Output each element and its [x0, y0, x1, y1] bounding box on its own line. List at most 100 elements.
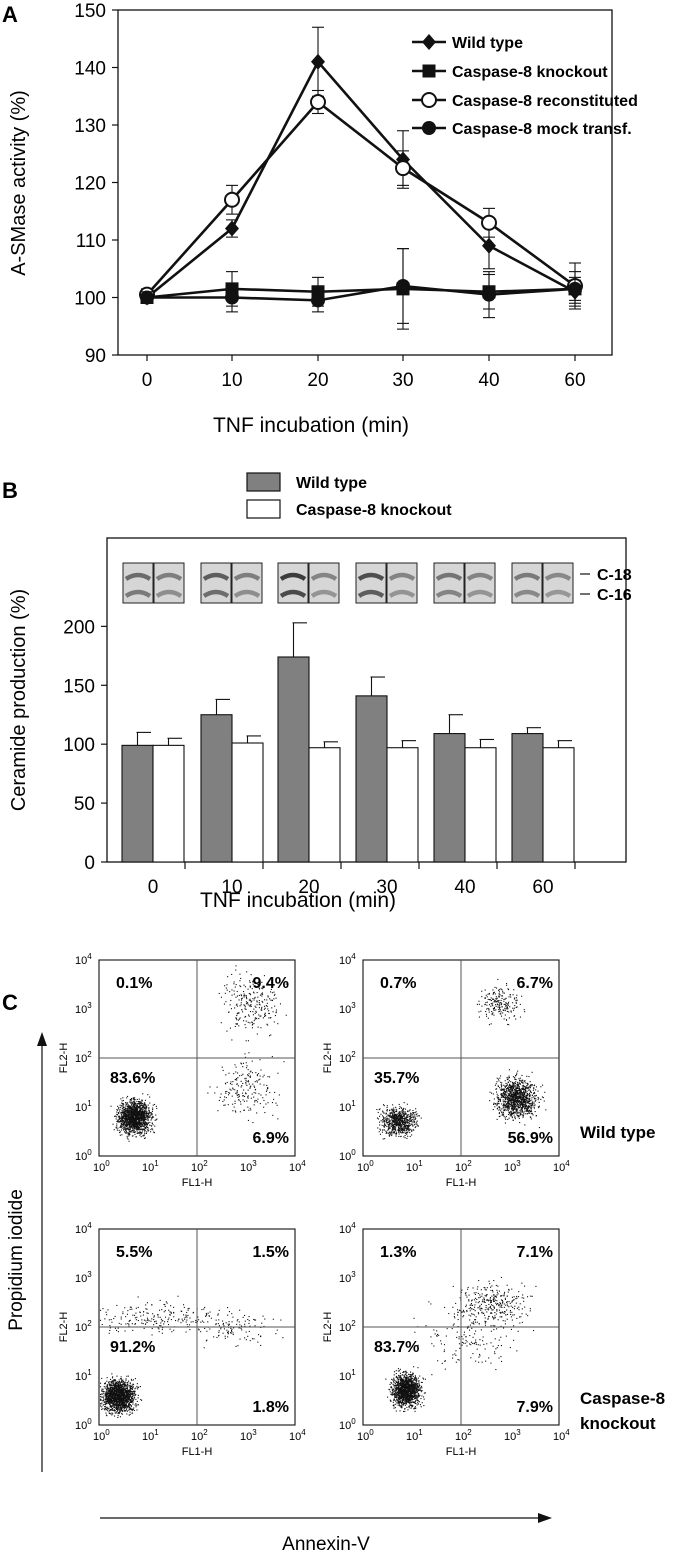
facs-event-dot — [247, 1119, 249, 1121]
facs-event-dot — [504, 1101, 506, 1103]
facs-event-dot — [377, 1127, 379, 1129]
facs-event-dot — [512, 1093, 514, 1095]
facs-event-dot — [531, 1111, 533, 1113]
facs-event-dot — [139, 1128, 141, 1130]
facs-event-dot — [263, 975, 265, 977]
facs-event-dot — [226, 1081, 228, 1083]
facs-event-dot — [510, 1115, 512, 1117]
facs-event-dot — [534, 1095, 536, 1097]
facs-event-dot — [410, 1123, 412, 1125]
facs-event-dot — [151, 1122, 153, 1124]
facs-event-dot — [149, 1115, 151, 1117]
tlc-blot-images — [122, 562, 574, 604]
facs-event-dot — [117, 1121, 119, 1123]
facs-event-dot — [503, 1089, 505, 1091]
facs-event-dot — [141, 1123, 143, 1125]
facs-event-dot — [522, 1094, 524, 1096]
facs-event-dot — [233, 983, 235, 985]
facs-event-dot — [390, 1131, 392, 1133]
facs-event-dot — [503, 1095, 505, 1097]
facs-event-dot — [123, 1128, 125, 1130]
facs-event-dot — [520, 1108, 522, 1110]
facs-event-dot — [527, 1107, 529, 1109]
facs-event-dot — [152, 1117, 154, 1119]
facs-event-dot — [508, 1087, 510, 1089]
x-tick-label-b: 60 — [532, 877, 553, 898]
facs-event-dot — [526, 1098, 528, 1100]
facs-event-dot — [140, 1125, 142, 1127]
facs-event-dot — [122, 1122, 124, 1124]
facs-event-dot — [514, 1089, 516, 1091]
facs-event-dot — [496, 998, 498, 1000]
facs-event-dot — [520, 1095, 522, 1097]
facs-event-dot — [136, 1131, 138, 1133]
facs-event-dot — [514, 1107, 516, 1109]
facs-event-dot — [150, 1119, 152, 1121]
facs-event-dot — [119, 1134, 121, 1136]
facs-event-dot — [533, 1093, 535, 1095]
facs-event-dot — [392, 1111, 394, 1113]
facs-event-dot — [149, 1124, 151, 1126]
facs-event-dot — [145, 1107, 147, 1109]
facs-event-dot — [411, 1116, 413, 1118]
facs-event-dot — [498, 1080, 500, 1082]
facs-event-dot — [389, 1133, 391, 1135]
quadrant-lower-right: 56.9% — [508, 1130, 553, 1147]
facs-event-dot — [523, 1091, 525, 1093]
facs-event-dot — [389, 1123, 391, 1125]
facs-event-dot — [135, 1120, 137, 1122]
facs-event-dot — [505, 1094, 507, 1096]
facs-event-dot — [250, 1097, 252, 1099]
facs-event-dot — [139, 1110, 141, 1112]
facs-event-dot — [519, 1110, 521, 1112]
facs-event-dot — [513, 1107, 515, 1109]
facs-event-dot — [125, 1409, 127, 1411]
facs-event-dot — [132, 1122, 134, 1124]
facs-event-dot — [399, 1116, 401, 1118]
facs-event-dot — [487, 998, 489, 1000]
facs-event-dot — [510, 1085, 512, 1087]
facs-event-dot — [401, 1121, 403, 1123]
facs-event-dot — [509, 1100, 511, 1102]
facs-event-dot — [124, 1111, 126, 1113]
facs-event-dot — [522, 1103, 524, 1105]
facs-event-dot — [258, 1002, 260, 1004]
facs-event-dot — [256, 1112, 258, 1114]
facs-plot-0: 0.1% 9.4%83.6%6.9%10010010110110210210310… — [58, 952, 306, 1189]
facs-event-dot — [139, 1108, 141, 1110]
facs-event-dot — [405, 1113, 407, 1115]
facs-event-dot — [499, 1108, 501, 1110]
facs-event-dot — [134, 1119, 136, 1121]
facs-event-dot — [534, 1097, 536, 1099]
blot-band — [233, 572, 261, 581]
facs-event-dot — [518, 1104, 520, 1106]
data-point-a — [396, 279, 410, 293]
facs-event-dot — [396, 1132, 398, 1134]
facs-event-dot — [534, 1104, 536, 1106]
facs-event-dot — [128, 1390, 130, 1392]
facs-event-dot — [128, 1135, 130, 1137]
facs-event-dot — [128, 1111, 130, 1113]
facs-event-dot — [529, 1107, 531, 1109]
facs-event-dot — [379, 1124, 381, 1126]
facs-event-dot — [511, 1116, 513, 1118]
facs-event-dot — [394, 1116, 396, 1118]
facs-event-dot — [512, 1110, 514, 1112]
facs-event-dot — [525, 1108, 527, 1110]
facs-event-dot — [117, 1386, 119, 1388]
facs-event-dot — [125, 1114, 127, 1116]
facs-event-dot — [385, 1112, 387, 1114]
facs-event-dot — [121, 1381, 123, 1383]
facs-event-dot — [515, 1083, 517, 1085]
facs-event-dot — [125, 1119, 127, 1121]
bar-b — [308, 747, 341, 863]
facs-event-dot — [493, 1009, 495, 1011]
facs-event-dot — [490, 1002, 492, 1004]
facs-event-dot — [501, 1094, 503, 1096]
facs-event-dot — [496, 1108, 498, 1110]
facs-event-dot — [245, 1008, 247, 1010]
facs-event-dot — [268, 1012, 270, 1014]
facs-event-dot — [152, 1129, 154, 1131]
tlc-blot-lane — [153, 562, 185, 604]
facs-event-dot — [507, 1106, 509, 1108]
